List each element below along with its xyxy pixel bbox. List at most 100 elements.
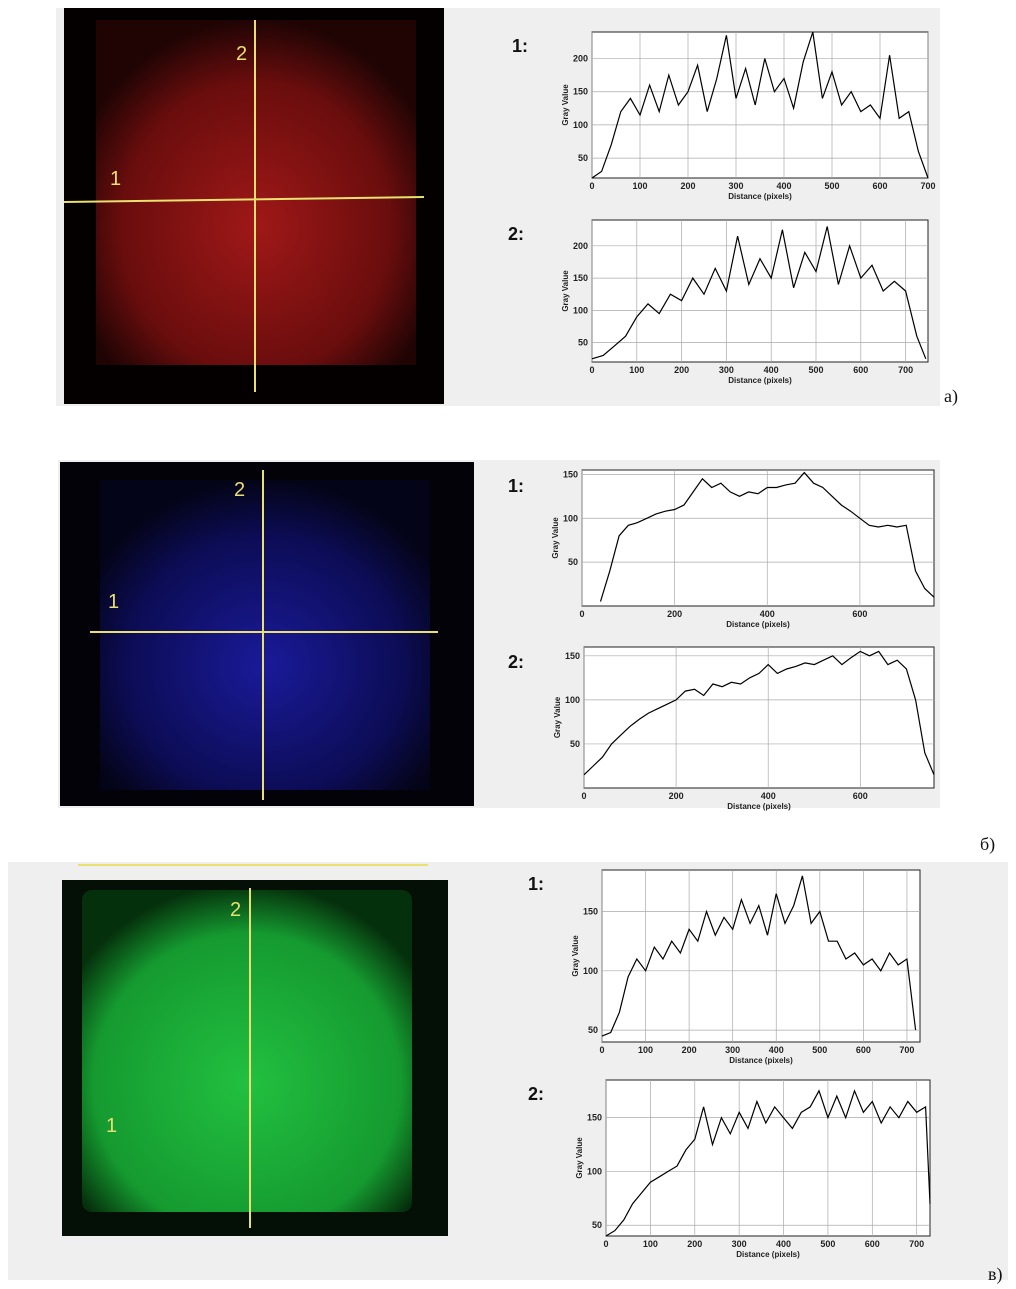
- chart-title: 2:: [508, 652, 524, 672]
- x-tick-label: 400: [776, 181, 791, 191]
- x-tick-label: 400: [776, 1239, 791, 1249]
- y-axis-label: Gray Value: [561, 84, 570, 126]
- line-label: 1: [106, 1115, 117, 1137]
- x-tick-label: 100: [638, 1045, 653, 1055]
- chart-title: 2:: [528, 1084, 544, 1104]
- x-tick-label: 700: [920, 181, 935, 191]
- profile-line: [591, 31, 929, 179]
- chart-title: 1:: [528, 874, 544, 894]
- line-label: 2: [234, 479, 245, 501]
- x-tick-label: 400: [760, 609, 775, 619]
- x-tick-label: 300: [725, 1045, 740, 1055]
- x-tick-label: 100: [632, 181, 647, 191]
- x-tick-label: 700: [899, 1045, 914, 1055]
- plot-area: [601, 869, 921, 1043]
- line-label: 2: [236, 43, 247, 65]
- line-label: 2: [230, 899, 241, 921]
- x-tick-label: 500: [820, 1239, 835, 1249]
- x-tick-label: 400: [761, 791, 776, 801]
- x-tick-label: 500: [808, 365, 823, 375]
- x-tick-label: 100: [643, 1239, 658, 1249]
- x-tick-label: 200: [674, 365, 689, 375]
- panel-label: в): [988, 1264, 1003, 1285]
- profile-line: [591, 226, 927, 360]
- x-tick-label: 0: [603, 1239, 608, 1249]
- x-tick-label: 600: [853, 365, 868, 375]
- y-tick-label: 200: [573, 54, 588, 64]
- y-tick-label: 100: [565, 695, 580, 705]
- x-tick-label: 0: [579, 609, 584, 619]
- y-tick-label: 150: [563, 469, 578, 479]
- x-tick-label: 300: [719, 365, 734, 375]
- y-tick-label: 50: [570, 739, 580, 749]
- x-tick-label: 0: [599, 1045, 604, 1055]
- profile-line: [605, 1089, 931, 1237]
- y-tick-label: 150: [587, 1113, 602, 1123]
- y-tick-label: 150: [573, 87, 588, 97]
- x-axis-label: Distance (pixels): [728, 192, 792, 201]
- x-tick-label: 600: [856, 1045, 871, 1055]
- x-axis-label: Distance (pixels): [728, 376, 792, 385]
- y-tick-label: 100: [573, 120, 588, 130]
- x-tick-label: 200: [687, 1239, 702, 1249]
- y-tick-label: 50: [578, 338, 588, 348]
- x-tick-label: 400: [769, 1045, 784, 1055]
- image-sample: [100, 480, 430, 790]
- x-tick-label: 700: [898, 365, 913, 375]
- profile-line: [599, 471, 935, 602]
- x-tick-label: 300: [728, 181, 743, 191]
- plot-area: [605, 1079, 931, 1237]
- x-tick-label: 600: [872, 181, 887, 191]
- y-tick-label: 200: [573, 241, 588, 251]
- x-tick-label: 200: [682, 1045, 697, 1055]
- x-axis-label: Distance (pixels): [736, 1250, 800, 1259]
- y-tick-label: 100: [583, 966, 598, 976]
- y-tick-label: 50: [588, 1025, 598, 1035]
- y-axis-label: Gray Value: [553, 696, 562, 738]
- x-tick-label: 700: [909, 1239, 924, 1249]
- y-tick-label: 50: [568, 557, 578, 567]
- y-tick-label: 150: [565, 651, 580, 661]
- line-label: 1: [108, 591, 119, 613]
- line-label: 1: [110, 168, 121, 190]
- x-axis-label: Distance (pixels): [727, 802, 791, 811]
- chart-title: 1:: [508, 476, 524, 496]
- x-tick-label: 0: [589, 365, 594, 375]
- profile-line: [583, 650, 935, 776]
- x-tick-label: 500: [812, 1045, 827, 1055]
- x-axis-label: Distance (pixels): [729, 1056, 793, 1065]
- y-tick-label: 100: [563, 513, 578, 523]
- plot-area: [591, 219, 929, 363]
- plot-area: [581, 469, 935, 607]
- x-tick-label: 300: [732, 1239, 747, 1249]
- x-tick-label: 600: [852, 609, 867, 619]
- x-tick-label: 0: [589, 181, 594, 191]
- panel-label: б): [980, 834, 995, 855]
- plot-area: [583, 646, 935, 789]
- x-tick-label: 500: [824, 181, 839, 191]
- chart-title: 1:: [512, 36, 528, 56]
- profile-line: [601, 875, 917, 1037]
- x-tick-label: 600: [853, 791, 868, 801]
- x-tick-label: 400: [764, 365, 779, 375]
- chart-title: 2:: [508, 224, 524, 244]
- y-tick-label: 150: [573, 273, 588, 283]
- image-sample: [82, 890, 412, 1212]
- y-tick-label: 50: [592, 1220, 602, 1230]
- x-tick-label: 0: [581, 791, 586, 801]
- y-axis-label: Gray Value: [551, 517, 560, 559]
- x-tick-label: 100: [629, 365, 644, 375]
- x-tick-label: 200: [667, 609, 682, 619]
- y-axis-label: Gray Value: [561, 270, 570, 312]
- y-tick-label: 100: [573, 305, 588, 315]
- y-tick-label: 150: [583, 907, 598, 917]
- crosshair: [63, 20, 438, 1228]
- x-tick-label: 200: [680, 181, 695, 191]
- y-axis-label: Gray Value: [571, 935, 580, 977]
- y-tick-label: 100: [587, 1166, 602, 1176]
- y-tick-label: 50: [578, 153, 588, 163]
- y-axis-label: Gray Value: [575, 1137, 584, 1179]
- panel-label: a): [944, 386, 958, 407]
- x-tick-label: 200: [669, 791, 684, 801]
